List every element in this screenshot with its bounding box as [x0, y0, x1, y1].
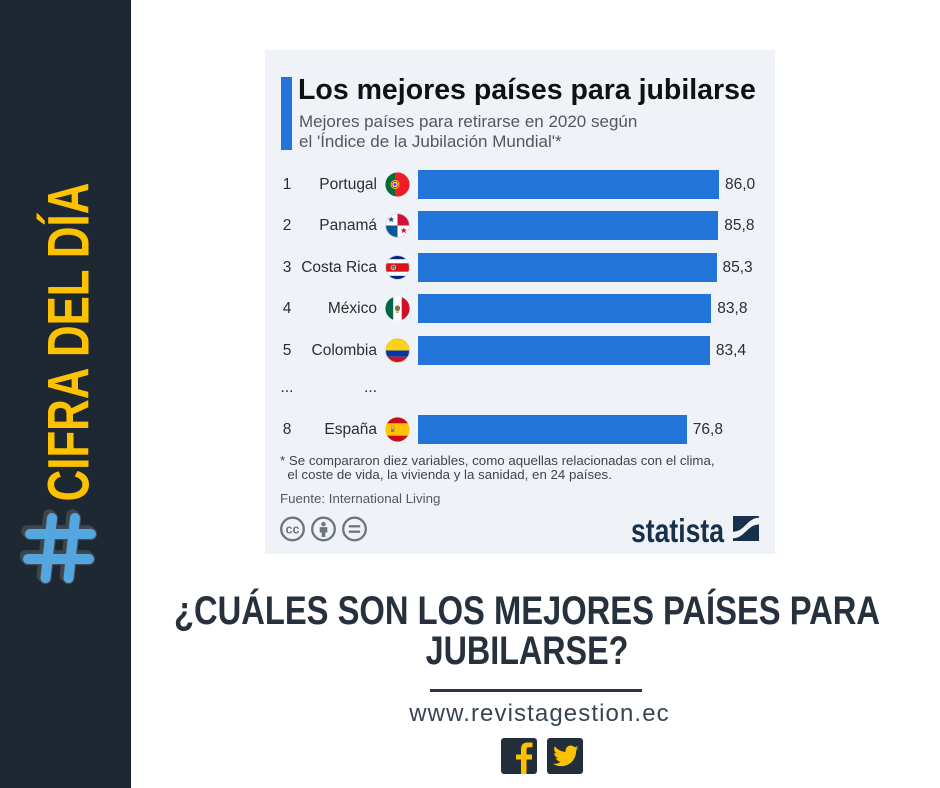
- svg-text:cc: cc: [286, 523, 300, 537]
